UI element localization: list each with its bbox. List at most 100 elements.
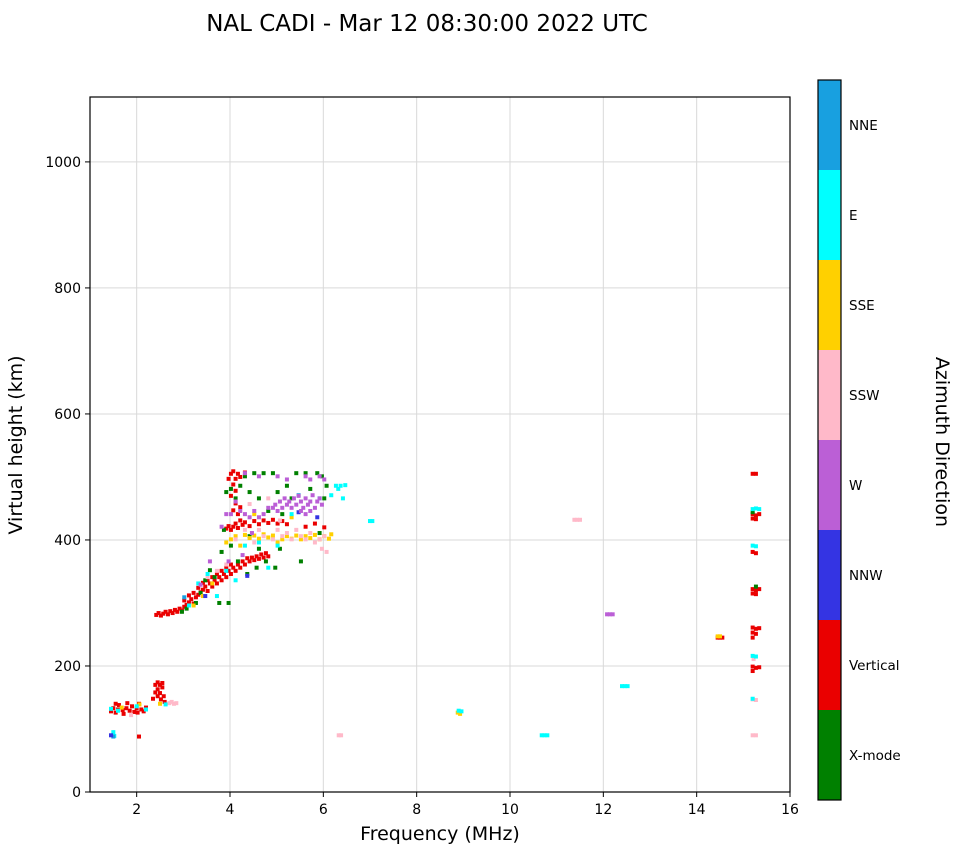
data-point-Vertical [238,505,243,510]
data-point-Vertical [127,708,132,713]
data-point-SSE [242,532,247,537]
data-point-SSW [167,701,172,706]
data-point-Vertical [753,513,758,518]
data-point-E [750,507,755,512]
data-point-W [198,582,203,587]
data-point-Vertical [261,518,266,523]
data-point-E [750,696,755,701]
data-point-Vertical [165,612,170,617]
data-point-X-mode [317,531,322,536]
data-point-Vertical [750,516,755,521]
data-point-SSW [247,502,252,507]
data-point-W [228,512,233,517]
data-point-E [753,544,758,549]
y-tick-label: 600 [54,407,81,423]
data-point-Vertical [160,685,165,690]
data-point-Vertical [753,626,758,631]
data-point-X-mode [207,568,212,573]
data-point-SSE [137,702,142,707]
data-point-E [370,519,375,524]
data-point-Vertical [186,600,191,605]
data-point-Vertical [231,469,236,474]
data-point-SSE [266,535,271,540]
data-point-W [275,508,280,513]
data-point-X-mode [247,490,252,495]
data-point-Vertical [228,562,233,567]
data-point-Vertical [205,588,210,593]
data-point-Vertical [224,565,229,570]
data-point-W [315,499,320,504]
data-point-E [289,512,294,517]
colorbar-label-NNW: NNW [849,568,883,584]
data-point-Vertical [219,568,224,573]
colorbar-label-SSE: SSE [849,298,875,314]
data-point-SSW [312,540,317,545]
data-point-E [338,483,343,488]
data-point-X-mode [193,600,198,605]
data-point-W [275,474,280,479]
data-point-Vertical [238,474,243,479]
data-point-E [545,733,550,738]
data-point-Vertical [252,519,257,524]
data-point-W [282,496,287,501]
data-point-Vertical [170,611,175,616]
data-point-SSE [298,537,303,542]
data-point-Vertical [200,587,205,592]
data-point-W [233,499,238,504]
data-point-Vertical [233,476,238,481]
data-point-X-mode [289,496,294,501]
data-point-SSE [238,543,243,548]
data-point-X-mode [221,527,226,532]
data-point-E [336,486,341,491]
data-point-Vertical [217,575,222,580]
data-point-Vertical [235,471,240,476]
data-point-NNW [203,594,208,599]
data-point-Vertical [266,554,271,559]
data-point-X-mode [753,584,758,589]
data-point-X-mode [235,559,240,564]
data-point-W [242,512,247,517]
data-point-SSE [275,540,280,545]
x-tick-label: 4 [226,802,235,818]
data-point-W [303,512,308,517]
colorbar-segment-NNE [818,80,841,170]
data-point-Vertical [193,595,198,600]
data-point-Vertical [137,734,141,739]
data-point-SSE [224,540,229,545]
data-point-SSW [303,537,308,542]
data-point-X-mode [233,496,238,501]
data-point-Vertical [720,635,725,640]
data-point-E [233,578,238,583]
data-point-X-mode [238,483,243,488]
data-point-E [242,543,247,548]
data-point-Vertical [162,699,167,704]
data-point-Vertical [154,612,159,617]
data-point-Vertical [256,556,261,561]
data-point-SSW [575,517,580,522]
data-point-W [252,508,257,513]
data-point-Vertical [155,680,160,685]
data-point-Vertical [156,611,161,616]
data-point-W [284,502,289,507]
data-point-Vertical [235,562,240,567]
data-point-Vertical [200,580,205,585]
data-point-X-mode [275,490,280,495]
data-point-SSE [718,634,722,639]
data-point-Vertical [284,522,289,527]
colorbar-segment-X-mode [818,710,841,800]
data-point-E [757,507,762,512]
data-point-W [266,505,271,510]
data-point-Vertical [231,508,236,513]
data-point-W [224,512,229,517]
data-point-SSW [205,575,210,580]
data-point-SSW [280,534,285,539]
data-point-Vertical [270,517,275,522]
data-point-Vertical [163,609,168,614]
data-point-Vertical [240,559,245,564]
data-point-Vertical [113,710,118,715]
x-tick-label: 10 [501,802,519,818]
data-point-Vertical [757,665,762,670]
data-point-Vertical [191,590,196,595]
data-point-Vertical [141,709,146,714]
data-point-Vertical [212,578,217,583]
